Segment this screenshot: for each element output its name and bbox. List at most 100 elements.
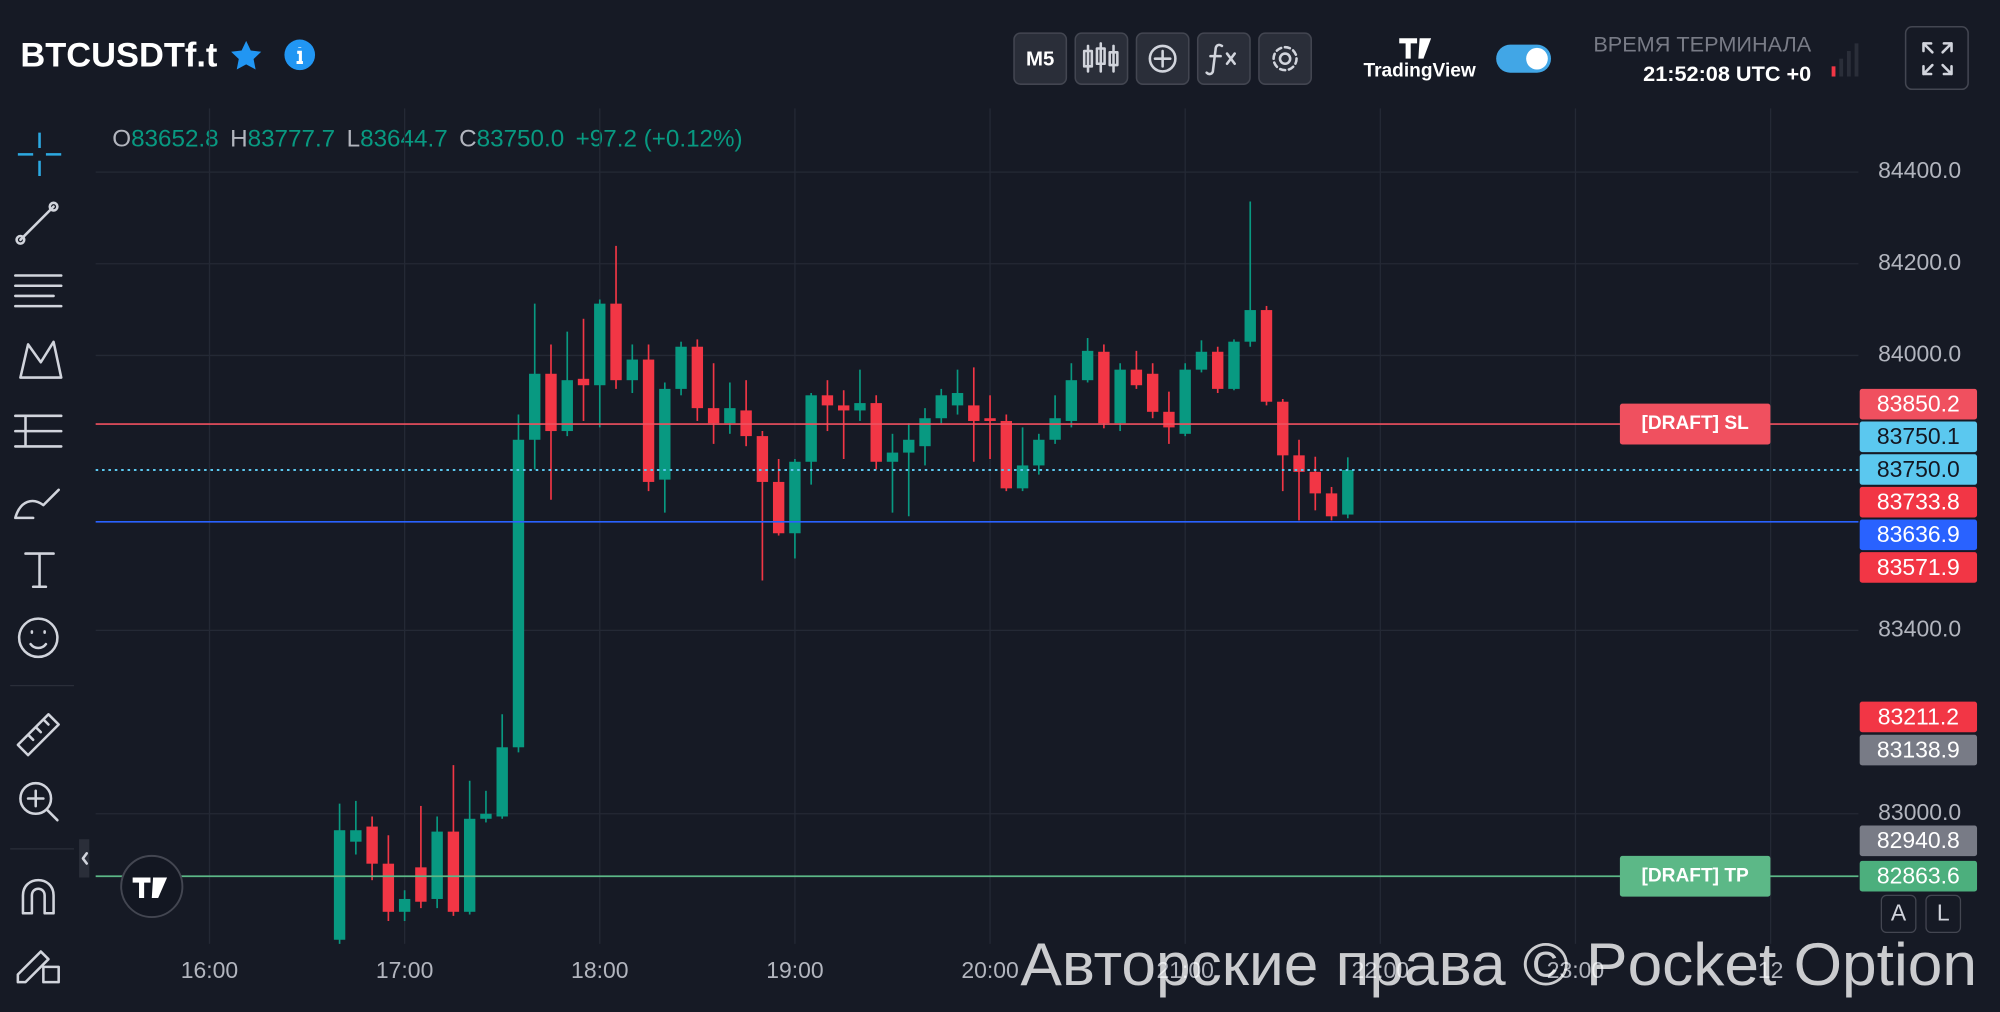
candle-body xyxy=(1016,465,1029,489)
settings-button[interactable] xyxy=(1258,32,1312,85)
candle-body xyxy=(366,826,378,864)
candle-body xyxy=(1146,373,1159,412)
candle-body xyxy=(1114,369,1126,424)
brush-tool[interactable] xyxy=(14,488,60,520)
emoji-tool[interactable] xyxy=(17,617,59,659)
candle-body xyxy=(854,403,866,411)
y-tick-label: 84400.0 xyxy=(1878,157,1961,183)
tv-badge[interactable] xyxy=(120,854,184,919)
fx-icon xyxy=(1205,43,1236,76)
info-icon xyxy=(296,47,303,65)
left-toolbar xyxy=(10,132,90,984)
indicators-button[interactable] xyxy=(1196,32,1251,85)
candle-body xyxy=(935,395,947,419)
tool-part xyxy=(15,234,26,245)
tool-part xyxy=(29,630,48,650)
draft-order-label: [DRAFT] TP xyxy=(1642,865,1750,886)
terminal-time: 21:52:08 UTC +0 xyxy=(1643,61,1811,86)
candle-body xyxy=(838,405,850,411)
signal-bar xyxy=(1839,58,1844,77)
lock-draw-tool[interactable] xyxy=(16,950,60,984)
candle-body xyxy=(789,461,801,534)
ohlc-value: 83750.0 xyxy=(477,126,565,153)
button-bg xyxy=(1258,32,1312,85)
tool-part xyxy=(81,852,89,865)
ohlc-value: 83644.7 xyxy=(360,126,448,153)
price-tag xyxy=(1859,734,1978,766)
toggle[interactable] xyxy=(1496,44,1552,73)
candle-body xyxy=(951,393,964,406)
candle-body xyxy=(984,418,996,421)
candle-body xyxy=(529,373,541,440)
x-tick-label: 21:00 xyxy=(1156,957,1213,983)
magnet-tool[interactable] xyxy=(21,879,55,915)
price-tag-label: 83750.1 xyxy=(1877,423,1960,449)
add-button[interactable] xyxy=(1135,32,1190,85)
zoom-tool[interactable] xyxy=(19,781,53,816)
chart-type-button[interactable] xyxy=(1074,32,1129,85)
timeframe-button[interactable]: M5 xyxy=(1013,32,1068,85)
ohlc-value: 83777.7 xyxy=(248,126,336,153)
ohlc-key: L xyxy=(347,126,360,153)
x-tick-label: 17:00 xyxy=(376,957,433,983)
x-tick-label: 16:00 xyxy=(181,957,238,983)
symbol: BTCUSDTf.t xyxy=(20,36,217,74)
candle-body xyxy=(382,863,395,912)
button-bg xyxy=(1880,894,1917,934)
price-tag xyxy=(1859,454,1978,485)
candle-body xyxy=(1163,411,1175,428)
auto-scale-button[interactable]: A xyxy=(1880,894,1917,934)
overlay: [DRAFT] SL [DRAFT] TP 83850.2 83750.1 83750.… xyxy=(95,388,1978,897)
price-tag-label: 82940.8 xyxy=(1877,827,1960,853)
candle-body xyxy=(1260,310,1273,402)
pattern-tool[interactable] xyxy=(19,340,63,379)
candle-body xyxy=(1244,310,1256,342)
grid: 16:00 17:00 18:00 19:00 20:00 21:00 22:00 23:00… xyxy=(95,108,1961,983)
text-tool[interactable] xyxy=(24,552,55,589)
log-scale-button[interactable]: L xyxy=(1925,894,1962,934)
candle-body xyxy=(626,359,638,381)
price-tag xyxy=(1859,825,1978,857)
candle-body xyxy=(333,830,346,940)
candle-body xyxy=(545,373,557,432)
fullscreen-button[interactable] xyxy=(1904,26,1969,91)
candle-body xyxy=(480,813,492,819)
price-tag-label: 83571.9 xyxy=(1877,554,1960,580)
ohlc-value: 83652.8 xyxy=(131,126,219,153)
favorite-star[interactable] xyxy=(231,40,262,70)
price-tag-label: 83850.2 xyxy=(1877,391,1960,417)
candle-body xyxy=(805,395,817,462)
candle-body xyxy=(594,303,606,386)
candle-body xyxy=(1081,350,1094,381)
candle-body xyxy=(1000,420,1013,489)
candle-body xyxy=(415,867,427,902)
price-tag xyxy=(1859,388,1978,420)
prediction-tool[interactable] xyxy=(14,414,63,448)
candle-body xyxy=(577,378,590,386)
draft-order-tag[interactable] xyxy=(1619,855,1771,897)
tradingview-logo xyxy=(1399,38,1432,59)
tool-part xyxy=(26,789,59,822)
fib-tool[interactable] xyxy=(14,274,63,308)
trendline-tool[interactable] xyxy=(19,205,55,242)
draft-order-tag[interactable] xyxy=(1619,403,1771,445)
candle-body xyxy=(447,831,460,912)
candle-body xyxy=(707,408,720,424)
candle-body xyxy=(756,436,769,482)
candle-body xyxy=(398,898,411,912)
candle-body xyxy=(886,452,899,462)
crosshair-tool[interactable] xyxy=(17,132,62,177)
divider xyxy=(10,684,74,687)
x-tick-label: 18:00 xyxy=(571,957,628,983)
price-tag xyxy=(1859,701,1978,733)
candle-body xyxy=(1293,455,1305,472)
candle-body xyxy=(1098,351,1110,424)
ruler-tool[interactable] xyxy=(16,713,60,757)
candle-body xyxy=(610,303,622,381)
price-tag xyxy=(1859,421,1978,453)
ohlc-change: +97.2 (+0.12%) xyxy=(576,126,743,153)
scale-button-label: L xyxy=(1937,900,1950,926)
